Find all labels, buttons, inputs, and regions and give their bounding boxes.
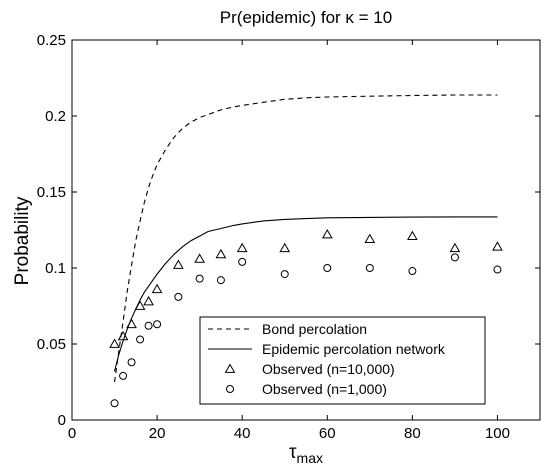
legend: Bond percolation Epidemic percolation net… — [199, 316, 486, 405]
y-tick-label: 0.2 — [45, 108, 66, 125]
data-point-observed-n-10-000 — [134, 300, 146, 310]
data-point-observed-n-10-000 — [109, 338, 120, 348]
data-point-observed-n-1-000 — [119, 371, 128, 380]
legend-box — [199, 316, 486, 405]
series-markers — [109, 229, 503, 408]
data-point-observed-n-10-000 — [126, 318, 137, 329]
data-point-observed-n-1-000 — [450, 253, 459, 262]
data-point-observed-n-1-000 — [408, 267, 417, 276]
data-point-observed-n-1-000 — [110, 399, 119, 408]
chart-title: Pr(epidemic) for κ = 10 — [220, 8, 392, 27]
data-point-observed-n-10-000 — [215, 248, 227, 259]
data-point-observed-n-1-000 — [365, 264, 374, 272]
legend-label: Bond percolation — [262, 321, 367, 337]
y-tick-label: 0 — [58, 412, 66, 429]
data-point-observed-n-1-000 — [280, 270, 289, 279]
plot-area-border — [71, 39, 541, 421]
legend-label: Epidemic percolation network — [262, 341, 446, 357]
legend-swatch — [226, 385, 234, 393]
data-point-observed-n-10-000 — [492, 241, 503, 251]
x-axis-label-main: τ — [289, 442, 297, 463]
series-curves — [113, 94, 498, 383]
plot-frame — [71, 39, 541, 421]
data-point-observed-n-10-000 — [143, 295, 154, 306]
legend-swatch — [224, 363, 236, 373]
data-point-observed-n-1-000 — [216, 276, 225, 285]
data-point-observed-n-10-000 — [117, 330, 129, 341]
data-point-observed-n-10-000 — [173, 259, 184, 269]
data-point-observed-n-10-000 — [449, 242, 461, 253]
data-point-observed-n-1-000 — [238, 257, 247, 266]
data-point-observed-n-1-000 — [493, 265, 502, 274]
x-tick-label: 20 — [149, 425, 166, 442]
y-tick-label: 0.1 — [45, 260, 66, 277]
y-tick-label: 0.05 — [37, 336, 66, 353]
series-line-bond-percolation — [113, 94, 498, 383]
data-point-observed-n-1-000 — [174, 292, 183, 301]
x-tick-label: 80 — [404, 425, 421, 442]
data-point-observed-n-10-000 — [279, 242, 291, 253]
data-point-observed-n-10-000 — [407, 230, 418, 240]
data-point-observed-n-1-000 — [195, 274, 204, 283]
data-point-observed-n-1-000 — [127, 358, 136, 367]
y-tick-label: 0.15 — [37, 184, 66, 201]
data-point-observed-n-1-000 — [323, 264, 332, 272]
y-axis-label: Probability — [12, 196, 33, 285]
data-point-observed-n-1-000 — [153, 320, 162, 329]
data-point-observed-n-10-000 — [151, 283, 163, 294]
series-line-epidemic-percolation-network — [113, 216, 498, 372]
x-tick-label: 0 — [68, 425, 76, 442]
data-point-observed-n-10-000 — [194, 253, 205, 263]
data-point-observed-n-10-000 — [321, 229, 333, 239]
data-point-observed-n-1-000 — [144, 321, 153, 330]
data-point-observed-n-10-000 — [364, 233, 376, 243]
data-point-observed-n-10-000 — [236, 242, 248, 253]
y-tick-label: 0.25 — [37, 32, 66, 49]
x-tick-label: 40 — [234, 425, 251, 442]
x-tick-label: 60 — [319, 425, 336, 442]
legend-label: Observed (n=10,000) — [262, 361, 395, 377]
data-point-observed-n-1-000 — [136, 335, 145, 344]
x-axis-label: τmax — [289, 442, 323, 466]
x-tick-label: 100 — [485, 425, 510, 442]
legend-label: Observed (n=1,000) — [262, 381, 387, 397]
x-axis-label-sub: max — [297, 450, 323, 466]
axis-ticks: 0 20 40 60 80 100 0 0.05 0.1 0.15 0.2 0.25 — [37, 32, 540, 442]
